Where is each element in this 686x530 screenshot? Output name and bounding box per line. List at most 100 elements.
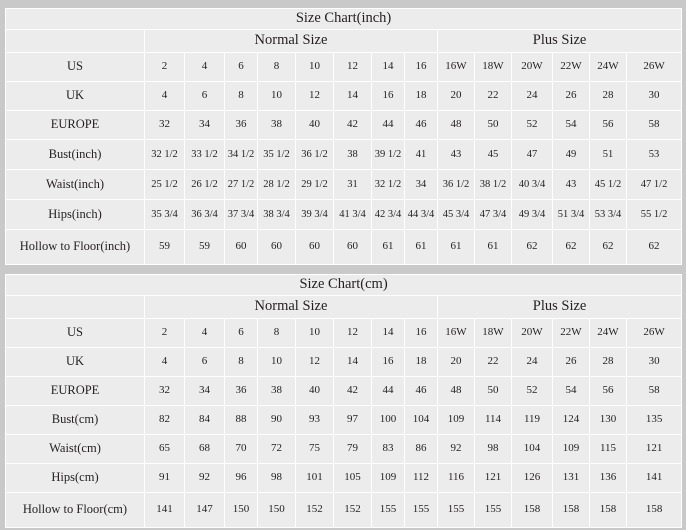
cell-value: 8: [257, 318, 296, 348]
cell-value: 56: [589, 110, 627, 140]
size-chart-cm-table: Size Chart(cm) Normal Size Plus Size US 2 4 6 8…: [4, 274, 683, 528]
cell-value: 115: [589, 434, 627, 464]
cell-value: 41: [404, 139, 438, 170]
cell-value: 46: [404, 110, 438, 140]
cell-value: 130: [589, 405, 627, 435]
cell-value: 30: [625, 347, 683, 377]
title-row: Size Chart(inch): [4, 8, 683, 30]
cell-value: 28: [589, 347, 627, 377]
cell-value: 6: [224, 318, 258, 348]
cell-value: 75: [295, 434, 334, 464]
cell-value: 38: [333, 139, 372, 170]
cell-value: 6: [184, 347, 225, 377]
cell-value: 109: [437, 405, 475, 435]
cell-value: 150: [257, 492, 296, 528]
cell-value: 51: [589, 139, 627, 170]
cell-value: 92: [437, 434, 475, 464]
group-header-row: Normal Size Plus Size: [5, 295, 683, 319]
table-row: US 2 4 6 8 10 12 14 16 16W 18W 20W 22W 24W 26W: [5, 52, 683, 82]
cell-value: 38 3/4: [257, 199, 296, 230]
cell-value: 18W: [474, 318, 512, 348]
table-row: Hips(inch) 35 3/4 36 3/4 37 3/4 38 3/4 39 3/4…: [5, 199, 683, 230]
cell-value: 60: [224, 229, 258, 265]
cell-value: 98: [474, 434, 512, 464]
cell-value: 35 3/4: [144, 199, 185, 230]
table-row: Bust(inch) 32 1/2 33 1/2 34 1/2 35 1/2 36 1/2…: [5, 139, 683, 170]
chart-title: Size Chart(inch): [4, 8, 683, 30]
cell-value: 6: [184, 81, 225, 111]
cell-value: 124: [552, 405, 590, 435]
chart-title: Size Chart(cm): [4, 274, 683, 296]
cell-value: 10: [295, 52, 334, 82]
cell-value: 109: [371, 463, 405, 493]
cell-value: 152: [295, 492, 334, 528]
cell-value: 45 3/4: [437, 199, 475, 230]
cell-value: 136: [589, 463, 627, 493]
cell-value: 65: [144, 434, 185, 464]
cell-value: 116: [437, 463, 475, 493]
cell-value: 155: [404, 492, 438, 528]
table-row: Waist(cm) 65 68 70 72 75 79 83 86 92 98 104 109 115 12…: [5, 434, 683, 464]
cell-value: 83: [371, 434, 405, 464]
cell-value: 26W: [625, 318, 683, 348]
cell-value: 36: [224, 110, 258, 140]
cell-value: 50: [474, 376, 512, 406]
cell-value: 36 1/2: [437, 169, 475, 200]
row-label-europe: EUROPE: [5, 110, 145, 140]
cell-value: 49: [552, 139, 590, 170]
cell-value: 18: [404, 81, 438, 111]
cell-value: 53 3/4: [589, 199, 627, 230]
group-header-plus-size: Plus Size: [436, 295, 683, 319]
cell-value: 10: [295, 318, 334, 348]
group-header-normal-size: Normal Size: [144, 29, 438, 53]
cell-value: 10: [257, 347, 296, 377]
title-row: Size Chart(cm): [4, 274, 683, 296]
cell-value: 26 1/2: [184, 169, 225, 200]
row-label-uk: UK: [5, 347, 145, 377]
cell-value: 48: [437, 376, 475, 406]
cell-value: 92: [184, 463, 225, 493]
cell-value: 26W: [625, 52, 683, 82]
cell-value: 38: [257, 376, 296, 406]
cell-value: 8: [257, 52, 296, 82]
cell-value: 42: [333, 376, 372, 406]
size-chart-cm-body: Size Chart(cm) Normal Size Plus Size US 2 4 6 8…: [4, 274, 683, 528]
cell-value: 70: [224, 434, 258, 464]
cell-value: 14: [371, 52, 405, 82]
cell-value: 82: [144, 405, 185, 435]
cell-value: 141: [144, 492, 185, 528]
row-label-us: US: [5, 318, 145, 348]
cell-value: 20W: [511, 52, 553, 82]
cell-value: 42: [333, 110, 372, 140]
cell-value: 59: [144, 229, 185, 265]
cell-value: 36: [224, 376, 258, 406]
cell-value: 29 1/2: [295, 169, 334, 200]
cell-value: 4: [184, 52, 225, 82]
cell-value: 112: [404, 463, 438, 493]
cell-value: 68: [184, 434, 225, 464]
cell-value: 59: [184, 229, 225, 265]
table-row: Waist(inch) 25 1/2 26 1/2 27 1/2 28 1/2 29 1/…: [5, 169, 683, 200]
cell-value: 50: [474, 110, 512, 140]
cell-value: 41 3/4: [333, 199, 372, 230]
cell-value: 20: [437, 81, 475, 111]
cell-value: 84: [184, 405, 225, 435]
cell-value: 34 1/2: [224, 139, 258, 170]
cell-value: 24: [511, 347, 553, 377]
cell-value: 58: [625, 110, 683, 140]
cell-value: 52: [511, 110, 553, 140]
cell-value: 44: [371, 376, 405, 406]
cell-value: 61: [371, 229, 405, 265]
group-header-row: Normal Size Plus Size: [5, 29, 683, 53]
cell-value: 43: [552, 169, 590, 200]
table-row: UK 4 6 8 10 12 14 16 18 20 22 24 26 28 30: [5, 347, 683, 377]
cell-value: 56: [589, 376, 627, 406]
table-row: US 2 4 6 8 10 12 14 16 16W 18W 20W 22W 24W 26W: [5, 318, 683, 348]
cell-value: 26: [552, 81, 590, 111]
group-header-blank: [5, 295, 145, 319]
cell-value: 47: [511, 139, 553, 170]
cell-value: 155: [437, 492, 475, 528]
cell-value: 90: [257, 405, 296, 435]
cell-value: 2: [144, 52, 185, 82]
